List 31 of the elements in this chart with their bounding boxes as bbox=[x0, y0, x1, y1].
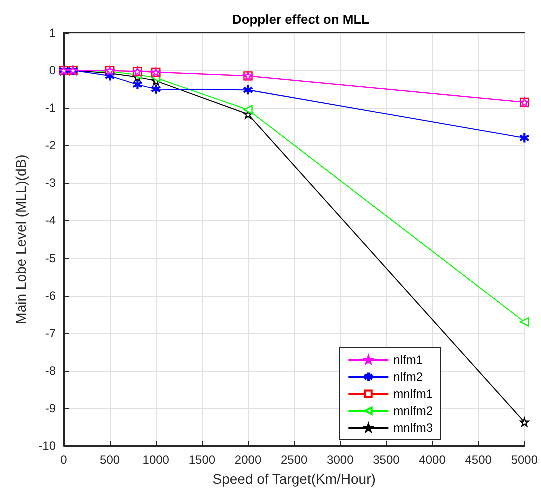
y-tick-label: -1 bbox=[45, 101, 56, 116]
x-tick-label: 5000 bbox=[511, 453, 538, 467]
y-tick-label: -8 bbox=[45, 364, 56, 378]
x-tick-label: 3500 bbox=[373, 453, 400, 467]
x-tick-label: 4500 bbox=[465, 453, 492, 467]
legend-label: nlfm2 bbox=[394, 370, 424, 384]
x-tick-label: 2000 bbox=[234, 453, 262, 467]
x-axis-title: Speed of Target(Km/Hour) bbox=[212, 471, 376, 487]
legend-label: mnlfm1 bbox=[394, 387, 434, 401]
y-tick-label: -3 bbox=[45, 176, 56, 190]
y-tick-label: -6 bbox=[45, 288, 56, 303]
y-tick-label: -10 bbox=[38, 439, 56, 453]
legend-label: nlfm1 bbox=[394, 353, 424, 367]
y-tick-label: -2 bbox=[45, 138, 56, 153]
y-axis-title: Main Lobe Level (MLL)(dB) bbox=[12, 154, 29, 324]
x-tick-label: 1500 bbox=[188, 453, 216, 467]
x-tick-label: 4000 bbox=[419, 453, 446, 467]
y-tick-label: -9 bbox=[45, 401, 56, 416]
x-tick-label: 3000 bbox=[327, 453, 354, 467]
chart-title: Doppler effect on MLL bbox=[232, 12, 370, 27]
y-tick-label: 1 bbox=[49, 26, 56, 40]
x-tick-label: 1000 bbox=[142, 453, 170, 467]
y-tick-label: -7 bbox=[45, 326, 56, 340]
y-tick-label: 0 bbox=[49, 64, 56, 78]
x-tick-label: 500 bbox=[100, 453, 120, 467]
legend-label: mnlfm2 bbox=[394, 404, 434, 418]
x-tick-label: 2500 bbox=[280, 453, 308, 467]
y-tick-label: -5 bbox=[45, 251, 56, 266]
legend-label: mnlfm3 bbox=[394, 421, 434, 435]
y-tick-label: -4 bbox=[45, 214, 56, 228]
x-tick-label: 0 bbox=[60, 453, 68, 467]
